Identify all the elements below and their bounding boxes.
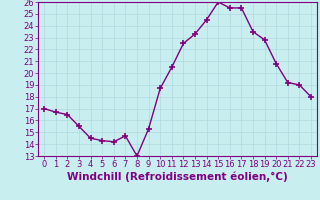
X-axis label: Windchill (Refroidissement éolien,°C): Windchill (Refroidissement éolien,°C) [67, 172, 288, 182]
